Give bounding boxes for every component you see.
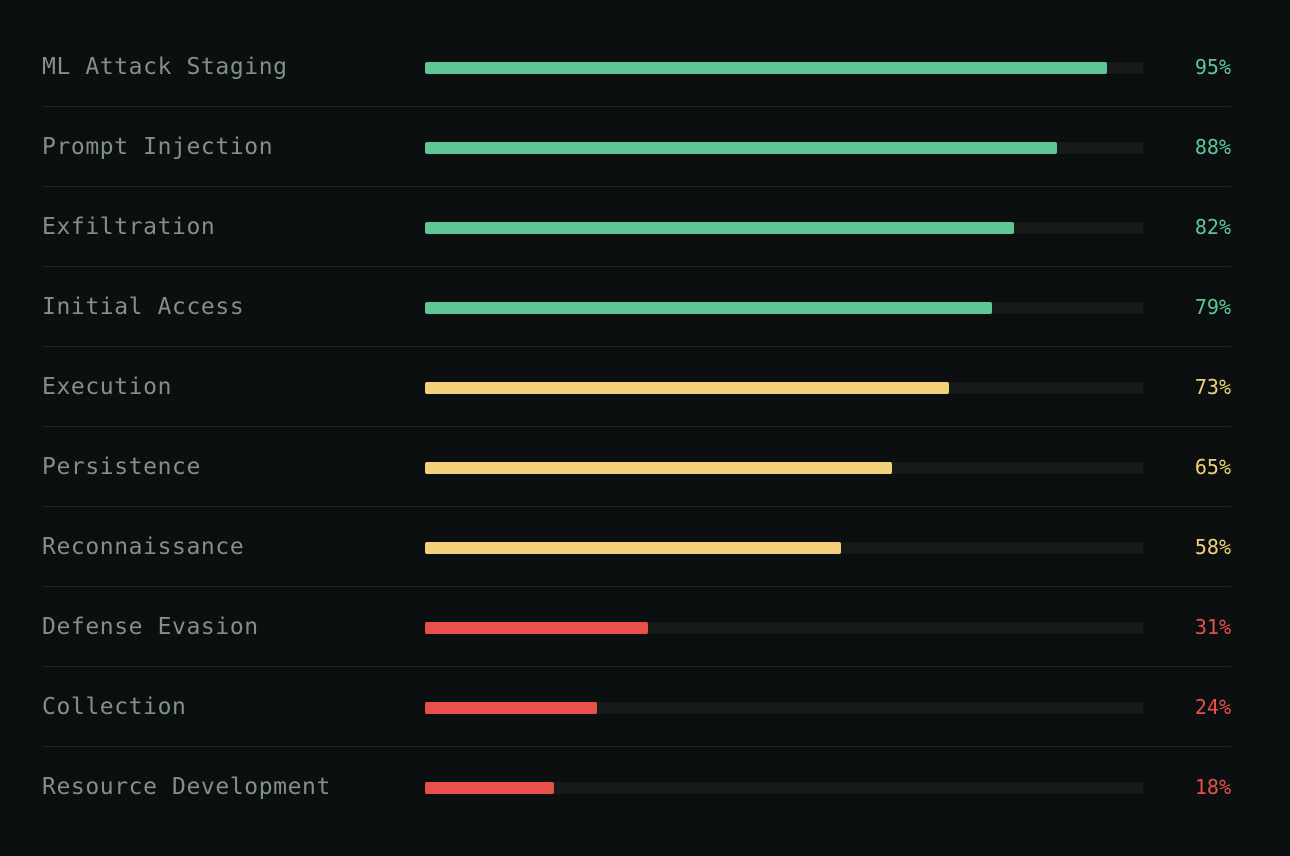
bar-fill [425, 542, 842, 554]
category-label: Resource Development [42, 774, 331, 800]
category-label: ML Attack Staging [42, 54, 288, 80]
value-label: 65% [1194, 455, 1231, 479]
value-label: 18% [1194, 775, 1231, 799]
chart-row: Reconnaissance 58% [42, 507, 1231, 587]
chart-row: Resource Development 18% [42, 747, 1231, 827]
bar-fill [425, 302, 993, 314]
bar-track [425, 542, 1143, 554]
bar-fill [425, 462, 892, 474]
value-label: 79% [1194, 295, 1231, 319]
value-label: 82% [1194, 215, 1231, 239]
category-label: Persistence [42, 454, 201, 480]
coverage-bar-chart: ML Attack Staging 95% Prompt Injection 88% E… [42, 27, 1231, 827]
category-label: Prompt Injection [42, 134, 274, 160]
category-label: Initial Access [42, 294, 245, 320]
bar-track [425, 382, 1143, 394]
bar-track [425, 702, 1143, 714]
bar-fill [425, 382, 950, 394]
bar-fill [425, 142, 1057, 154]
chart-row: Persistence 65% [42, 427, 1231, 507]
bar-track [425, 142, 1143, 154]
bar-fill [425, 622, 648, 634]
category-label: Exfiltration [42, 214, 216, 240]
category-label: Execution [42, 374, 173, 400]
bar-fill [425, 782, 555, 794]
bar-fill [425, 702, 598, 714]
chart-row: Prompt Injection 88% [42, 107, 1231, 187]
chart-row: Defense Evasion 31% [42, 587, 1231, 667]
bar-track [425, 462, 1143, 474]
category-label: Reconnaissance [42, 534, 245, 560]
bar-track [425, 622, 1143, 634]
chart-row: Initial Access 79% [42, 267, 1231, 347]
bar-track [425, 782, 1143, 794]
bar-track [425, 302, 1143, 314]
bar-fill [425, 222, 1014, 234]
bar-track [425, 222, 1143, 234]
value-label: 58% [1194, 535, 1231, 559]
chart-row: Exfiltration 82% [42, 187, 1231, 267]
value-label: 88% [1194, 135, 1231, 159]
bar-fill [425, 62, 1108, 74]
value-label: 73% [1194, 375, 1231, 399]
chart-row: Execution 73% [42, 347, 1231, 427]
category-label: Defense Evasion [42, 614, 259, 640]
chart-row: ML Attack Staging 95% [42, 27, 1231, 107]
chart-row: Collection 24% [42, 667, 1231, 747]
value-label: 24% [1194, 695, 1231, 719]
value-label: 95% [1194, 55, 1231, 79]
value-label: 31% [1194, 615, 1231, 639]
bar-track [425, 62, 1143, 74]
category-label: Collection [42, 694, 187, 720]
